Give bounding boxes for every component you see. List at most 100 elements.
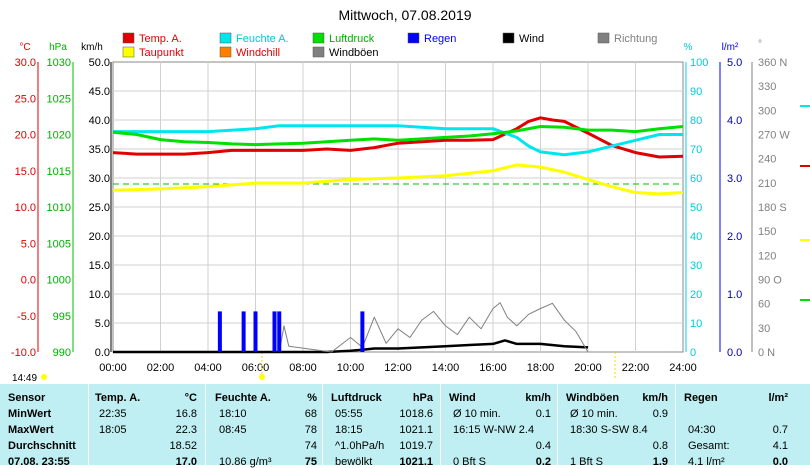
temp-tick-label: 5.0 bbox=[21, 238, 36, 250]
temp-tick-label: 20.0 bbox=[15, 130, 36, 142]
temp-tick-label: -10.0 bbox=[11, 347, 36, 359]
rain-tick-label: 3.0 bbox=[727, 173, 742, 185]
legend-label: Temp. A. bbox=[139, 33, 182, 45]
wind-tick-label: 30.0 bbox=[89, 173, 110, 185]
table-row-label: MinWert bbox=[8, 408, 52, 420]
table-header-unit: l/m² bbox=[768, 392, 788, 404]
x-tick-label: 04:00 bbox=[194, 362, 222, 374]
table-cell-value: 0.2 bbox=[535, 456, 551, 468]
legend-label: Windböen bbox=[329, 47, 379, 59]
pressure-tick-label: 1030 bbox=[47, 57, 71, 69]
series-line bbox=[112, 125, 684, 147]
direction-tick-label: 300 bbox=[758, 105, 776, 117]
table-header-unit: hPa bbox=[412, 392, 433, 404]
pressure-tick-label: 1000 bbox=[47, 275, 71, 287]
direction-tick-label: 0 N bbox=[758, 347, 775, 359]
x-tick-label: 10:00 bbox=[337, 362, 365, 374]
table-cell-value: 0.8 bbox=[652, 440, 668, 452]
humidity-tick-label: 20 bbox=[690, 289, 702, 301]
humidity-tick-label: 40 bbox=[690, 231, 702, 243]
humidity-tick-label: 70 bbox=[690, 144, 702, 156]
humidity-tick-label: 10 bbox=[690, 318, 702, 330]
table-cell-time: 04:30 bbox=[688, 424, 716, 436]
series-line bbox=[113, 124, 683, 157]
temp-tick-label: 25.0 bbox=[15, 93, 36, 105]
table-header: Sensor bbox=[8, 392, 46, 404]
rain-bar bbox=[277, 311, 282, 352]
table-header-unit: °C bbox=[184, 392, 197, 404]
pressure-unit: hPa bbox=[49, 42, 67, 53]
table-cell-value: 0.1 bbox=[535, 408, 551, 420]
x-tick-label: 00:00 bbox=[99, 362, 127, 374]
legend-swatch bbox=[407, 32, 420, 44]
legend-swatch bbox=[312, 32, 325, 44]
table-cell-value: 78 bbox=[304, 424, 317, 436]
legend-swatch bbox=[219, 32, 232, 44]
legend-label: Wind bbox=[519, 33, 544, 45]
table-cell-time: Gesamt: bbox=[688, 440, 730, 452]
table-cell-time: 18:05 bbox=[99, 424, 127, 436]
rain-bar bbox=[360, 311, 365, 352]
wind-unit: km/h bbox=[81, 42, 103, 53]
temp-tick-label: 15.0 bbox=[15, 166, 36, 178]
pressure-tick-label: 1005 bbox=[47, 238, 71, 250]
direction-tick-label: 240 bbox=[758, 154, 776, 166]
legend-swatch bbox=[219, 46, 232, 58]
table-cell-value: 22.3 bbox=[175, 424, 197, 436]
table-cell-value: 1019.7 bbox=[399, 440, 433, 452]
table-header: Regen bbox=[684, 392, 718, 404]
table-cell-value: 0.4 bbox=[535, 440, 551, 452]
temp-tick-label: 0.0 bbox=[21, 275, 36, 287]
now-time-label: 14:49 bbox=[12, 373, 37, 384]
table-header: Temp. A. bbox=[95, 392, 141, 404]
direction-tick-label: 30 bbox=[758, 323, 770, 335]
rain-tick-label: 0.0 bbox=[727, 347, 742, 359]
x-tick-label: 02:00 bbox=[147, 362, 175, 374]
direction-tick-label: 60 bbox=[758, 299, 770, 311]
direction-tick-label: 330 bbox=[758, 81, 776, 93]
humidity-tick-label: 90 bbox=[690, 86, 702, 98]
humidity-tick-label: 30 bbox=[690, 260, 702, 272]
x-tick-label: 22:00 bbox=[622, 362, 650, 374]
rain-bar bbox=[253, 311, 258, 352]
wind-tick-label: 45.0 bbox=[89, 86, 110, 98]
wind-tick-label: 15.0 bbox=[89, 260, 110, 272]
humidity-unit: % bbox=[684, 42, 693, 53]
humidity-tick-label: 100 bbox=[690, 57, 708, 69]
sunrise-marker bbox=[259, 374, 265, 380]
table-cell-value: 0.0 bbox=[772, 456, 788, 468]
table-header-unit: % bbox=[307, 392, 317, 404]
wind-tick-label: 40.0 bbox=[89, 115, 110, 127]
table-cell-value: 17.0 bbox=[175, 456, 197, 468]
statistics-table: Sensor Temp. A. °C Feuchte A.% Luftdruck hPa W… bbox=[0, 384, 810, 468]
rain-tick-label: 4.0 bbox=[727, 115, 742, 127]
temp-unit: °C bbox=[19, 42, 30, 53]
table-cell-time: 18:30 S-SW 8.4 bbox=[570, 424, 648, 436]
wind-tick-label: 25.0 bbox=[89, 202, 110, 214]
direction-tick-label: 180 S bbox=[758, 202, 787, 214]
table-header: Feuchte A. bbox=[215, 392, 271, 404]
chart-title: Mittwoch, 07.08.2019 bbox=[338, 7, 471, 23]
table-header-unit: km/h bbox=[642, 392, 668, 404]
table-divider bbox=[440, 384, 441, 465]
legend-swatch bbox=[597, 32, 610, 44]
series-line bbox=[113, 339, 589, 354]
table-cell-value: 16.8 bbox=[175, 408, 197, 420]
direction-tick-label: 90 O bbox=[758, 275, 782, 287]
x-tick-label: 18:00 bbox=[527, 362, 555, 374]
temp-tick-label: -5.0 bbox=[17, 311, 36, 323]
table-header-unit: km/h bbox=[525, 392, 551, 404]
table-cell-time: Ø 10 min. bbox=[453, 408, 501, 420]
table-cell-time: ^1.0hPa/h bbox=[335, 440, 385, 452]
table-cell-value: 75 bbox=[304, 456, 317, 468]
table-cell-value: 4.1 bbox=[772, 440, 788, 452]
pressure-tick-label: 1025 bbox=[47, 93, 71, 105]
table-cell-value: 0.9 bbox=[652, 408, 668, 420]
direction-tick-label: 150 bbox=[758, 226, 776, 238]
wind-tick-label: 50.0 bbox=[89, 57, 110, 69]
wind-tick-label: 10.0 bbox=[89, 289, 110, 301]
pressure-tick-label: 1010 bbox=[47, 202, 71, 214]
direction-tick-label: 270 W bbox=[758, 130, 790, 142]
legend-swatch bbox=[312, 46, 325, 58]
rain-bar bbox=[241, 311, 246, 352]
